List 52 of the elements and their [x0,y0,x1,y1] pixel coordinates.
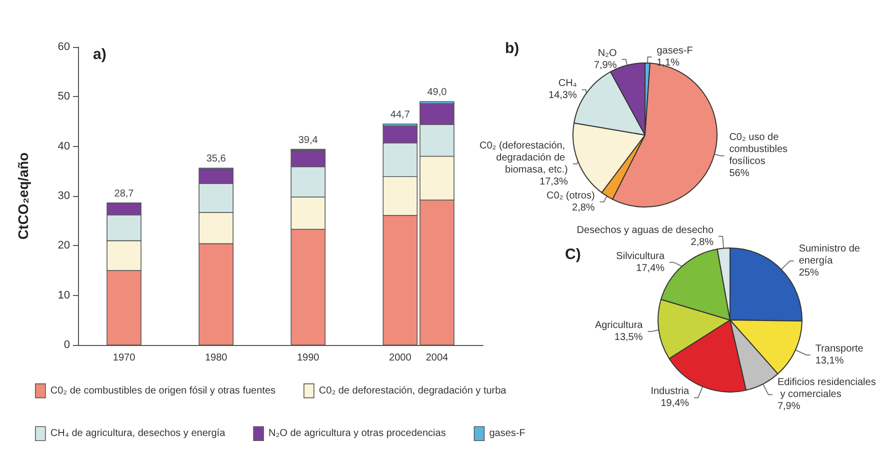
x-tick-label: 1980 [204,352,228,364]
y-tick-label: 60 [58,41,70,53]
x-tick-label: 1970 [112,352,136,364]
data-label: 13,5% [614,332,643,344]
slice-label: C0₂ uso de combustibles fosílicos [729,132,790,168]
slice-label: Agricultura [594,320,644,332]
y-tick-label: 0 [64,339,70,351]
y-tick-label: 40 [58,140,70,152]
text: C) [565,246,581,263]
slice-label: CH₄ [558,78,577,90]
data-label: 17,3% [540,176,568,188]
total-label: 39,4 [298,134,318,146]
total-label: 28,7 [114,188,134,200]
data-label: 7,9% [777,401,800,412]
x-tick-label: 2004 [426,352,449,364]
slice-label: Transporte [815,343,864,354]
slice-label: Desechos y aguas de desecho [576,224,714,236]
y-tick-label: 50 [58,90,70,103]
total-label: 35,6 [206,154,226,165]
data-label: 25% [798,268,819,279]
data-label: 2,8% [690,236,714,248]
slice-label: Silvicultura [616,250,665,262]
legend-label: N₂O de agricultura y otras procedencias [268,428,446,440]
slice-label: Industria [650,386,690,398]
legend-label: gases-F [489,428,526,440]
x-tick-label: 2000 [389,352,412,364]
data-label: 1,1% [656,58,680,69]
legend-label: CH₄ de agricultura, desechos y energía [50,428,226,440]
data-label: 17,4% [636,262,665,274]
data-label: 2,8% [572,202,595,214]
y-tick-label: 10 [58,289,70,302]
data-label: 13,1% [815,355,844,366]
y-axis-title: CtCO₂eq/año [15,152,31,240]
slice-label: Edificios residenciales y comerciales [777,377,876,400]
data-label: 14,3% [548,90,577,102]
legend-label: C0₂ de deforestación, degradación y turba [318,385,507,396]
data-label: 7,9% [594,60,617,71]
legend-label: C0₂ de combustibles de origen fósil y otras fuentes [50,385,276,396]
total-label: 49,0 [427,87,448,98]
slice-label: C0₂ (otros) [546,190,595,202]
data-label: 56% [729,168,750,180]
total-label: 44,7 [390,109,410,120]
slice-label: Suministro de energía [798,244,863,267]
slice-label: C0₂ (deforestación, degradación de biomasa, etc.) [480,140,568,176]
y-tick-label: 30 [58,190,70,202]
slice-label: gases-F [656,46,693,57]
chart-title: b) [505,40,520,57]
x-tick-label: 1990 [296,352,320,364]
slice-label: N₂O [598,48,617,59]
chart-title: a) [93,46,106,63]
data-label: 19,4% [660,398,690,410]
y-tick-label: 20 [58,240,70,252]
